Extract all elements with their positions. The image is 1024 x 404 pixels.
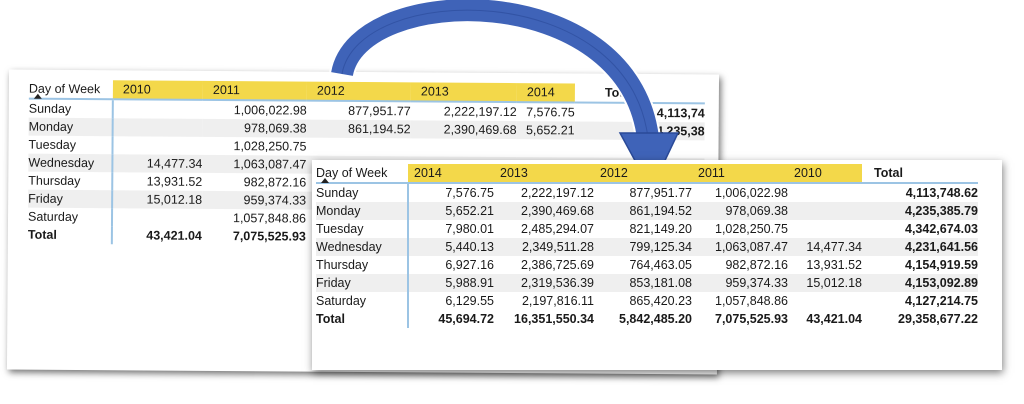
value-cell: 2,386,725.69 xyxy=(521,258,594,272)
row-total-cell: 4,153,092.89 xyxy=(862,274,978,292)
value-cell: 2,349,511.28 xyxy=(494,238,594,256)
column-total-cell: 45,694.72 xyxy=(438,312,494,326)
value-cell: 821,149.20 xyxy=(629,222,692,236)
value-cell: 799,125.34 xyxy=(594,238,692,256)
column-header-year[interactable]: 2011 xyxy=(692,164,788,184)
row-label: Sunday xyxy=(316,183,409,202)
row-total-cell: 4,235,385.79 xyxy=(862,202,978,220)
row-total-cell: 4,342,674.03 xyxy=(905,222,978,236)
table-row[interactable]: Saturday 6,129.55 2,197,816.11 865,420.23 1,… xyxy=(316,292,978,310)
row-label: Thursday xyxy=(316,256,409,274)
column-total-cell: 43,421.04 xyxy=(806,312,862,326)
column-header-total[interactable]: Total xyxy=(862,164,978,184)
value-cell: 2,485,294.07 xyxy=(521,222,594,236)
column-total-cell: 16,351,550.34 xyxy=(514,312,594,326)
value-cell: 978,069.38 xyxy=(692,202,788,220)
reversed-matrix-table: Day of Week 2014 2013 2012 2011 2010 Tot… xyxy=(316,164,978,328)
value-cell: 959,374.33 xyxy=(692,274,788,292)
value-cell: 2,222,197.12 xyxy=(521,186,594,200)
reversed-matrix-visual: Day of Week 2014 2013 2012 2011 2010 Tot… xyxy=(312,160,1002,370)
value-cell: 6,129.55 xyxy=(445,294,494,308)
row-total-cell: 4,127,214.75 xyxy=(905,294,978,308)
table-row[interactable]: Sunday 7,576.75 2,222,197.12 877,951.77 1,00… xyxy=(316,183,978,202)
value-cell: 861,194.52 xyxy=(594,202,692,220)
value-cell: 15,012.18 xyxy=(788,274,862,292)
sort-ascending-icon[interactable] xyxy=(321,178,329,183)
value-cell: 865,420.23 xyxy=(629,294,692,308)
value-cell: 6,927.16 xyxy=(445,258,494,272)
value-cell: 2,197,816.11 xyxy=(521,294,594,308)
value-cell: 1,028,250.75 xyxy=(715,222,788,236)
grand-total-cell: 29,358,677.22 xyxy=(898,312,978,326)
value-cell: 982,872.16 xyxy=(725,258,788,272)
value-cell xyxy=(788,220,862,238)
value-cell: 853,181.08 xyxy=(594,274,692,292)
total-label: Total xyxy=(316,310,409,328)
value-cell: 5,652.21 xyxy=(408,202,494,220)
row-label: Saturday xyxy=(316,292,409,310)
table-row[interactable]: Thursday 6,927.16 2,386,725.69 764,463.05 98… xyxy=(316,256,978,274)
row-total-cell: 4,231,641.56 xyxy=(862,238,978,256)
column-header-year[interactable]: 2014 xyxy=(408,164,494,184)
table-row[interactable]: Tuesday 7,980.01 2,485,294.07 821,149.20 1,0… xyxy=(316,220,978,238)
reversed-matrix-body: Sunday 7,576.75 2,222,197.12 877,951.77 1,00… xyxy=(316,183,978,328)
value-cell xyxy=(788,183,862,202)
row-total-cell: 4,113,748.62 xyxy=(905,186,978,200)
value-cell: 5,440.13 xyxy=(408,238,494,256)
table-row[interactable]: Wednesday 5,440.13 2,349,511.28 799,125.34 1… xyxy=(316,238,978,256)
column-total-cell: 7,075,525.93 xyxy=(715,312,788,326)
row-label: Wednesday xyxy=(316,238,409,256)
value-cell: 2,319,536.39 xyxy=(494,274,594,292)
row-total-cell: 4,154,919.59 xyxy=(905,258,978,272)
column-header-day-of-week[interactable]: Day of Week xyxy=(316,164,408,184)
row-label: Tuesday xyxy=(316,220,409,238)
row-label: Monday xyxy=(316,202,409,220)
value-cell: 764,463.05 xyxy=(629,258,692,272)
value-cell: 13,931.52 xyxy=(806,258,862,272)
value-cell: 2,390,469.68 xyxy=(494,202,594,220)
column-header-year[interactable]: 2010 xyxy=(788,164,862,184)
column-total-cell: 5,842,485.20 xyxy=(619,312,692,326)
column-header-year[interactable]: 2012 xyxy=(594,164,692,184)
table-row[interactable]: Friday 5,988.91 2,319,536.39 853,181.08 959,… xyxy=(316,274,978,292)
value-cell: 7,576.75 xyxy=(445,186,494,200)
value-cell: 1,006,022.98 xyxy=(715,186,788,200)
column-header-year[interactable]: 2013 xyxy=(494,164,594,184)
value-cell: 5,988.91 xyxy=(408,274,494,292)
value-cell: 877,951.77 xyxy=(629,186,692,200)
value-cell: 7,980.01 xyxy=(445,222,494,236)
value-cell xyxy=(788,202,862,220)
value-cell: 14,477.34 xyxy=(788,238,862,256)
row-label: Friday xyxy=(316,274,409,292)
value-cell: 1,063,087.47 xyxy=(692,238,788,256)
value-cell: 1,057,848.86 xyxy=(715,294,788,308)
value-cell xyxy=(788,292,862,310)
grand-total-row[interactable]: Total 45,694.72 16,351,550.34 5,842,485.20 7… xyxy=(316,310,978,328)
table-row[interactable]: Monday 5,652.21 2,390,469.68 861,194.52 978,… xyxy=(316,202,978,220)
